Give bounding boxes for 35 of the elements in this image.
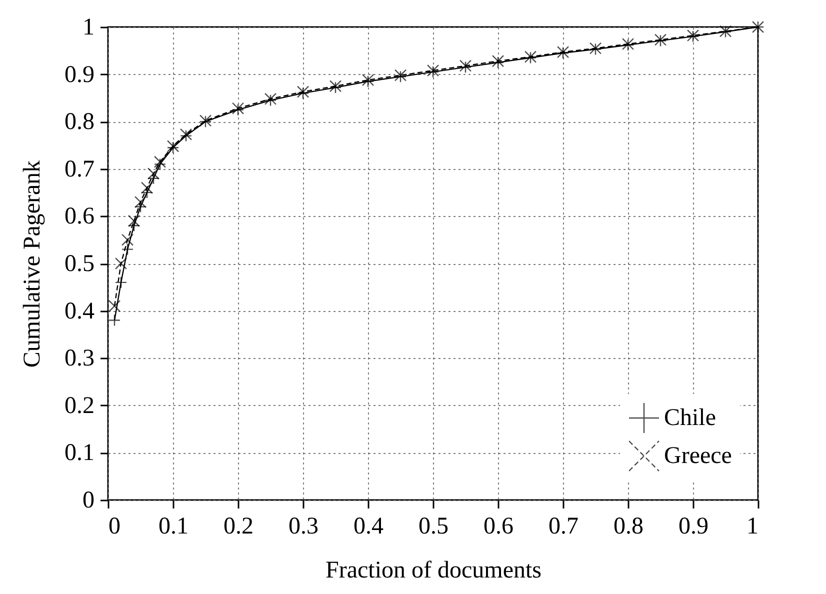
x-tick-label: 0.3 bbox=[288, 514, 318, 540]
x-tick-label: 0.2 bbox=[224, 514, 254, 540]
point bbox=[108, 314, 121, 326]
y-tick-label: 0.1 bbox=[64, 440, 94, 466]
x-axis-title: Fraction of documents bbox=[326, 558, 542, 584]
y-tick-label: 1 bbox=[82, 14, 94, 40]
legend-label: Chile bbox=[664, 405, 716, 431]
x-tick-label: 0 bbox=[108, 514, 120, 540]
y-tick-label: 0.7 bbox=[64, 156, 94, 182]
y-tick-label: 0 bbox=[82, 488, 94, 514]
x-tick-label: 0.8 bbox=[614, 514, 644, 540]
x-tick-label: 0.6 bbox=[484, 514, 514, 540]
point bbox=[121, 243, 134, 256]
y-tick-label: 0.3 bbox=[64, 346, 94, 372]
point bbox=[154, 156, 166, 168]
x-tick-label: 0.9 bbox=[678, 514, 708, 540]
x-tick-label: 0.4 bbox=[354, 514, 384, 540]
point bbox=[121, 234, 134, 246]
y-tick-label: 0.6 bbox=[64, 204, 94, 230]
legend-label: Greece bbox=[664, 443, 732, 469]
y-tick-label: 0.4 bbox=[64, 298, 94, 324]
x-tick-label: 1 bbox=[746, 514, 758, 540]
point bbox=[114, 257, 128, 270]
y-tick-label: 0.2 bbox=[64, 392, 94, 419]
y-tick-label: 0.9 bbox=[64, 62, 94, 88]
x-tick-label: 0.5 bbox=[418, 514, 448, 540]
y-tick-label: 0.8 bbox=[64, 109, 94, 136]
point bbox=[134, 200, 147, 213]
x-tick-label: 0.1 bbox=[158, 514, 188, 540]
y-tick-label: 0.5 bbox=[64, 251, 94, 277]
x-tick-label: 0.7 bbox=[548, 514, 578, 540]
point bbox=[108, 300, 121, 312]
y-axis-title: Cumulative Pagerank bbox=[20, 160, 46, 368]
point bbox=[128, 220, 140, 232]
point bbox=[128, 214, 140, 228]
